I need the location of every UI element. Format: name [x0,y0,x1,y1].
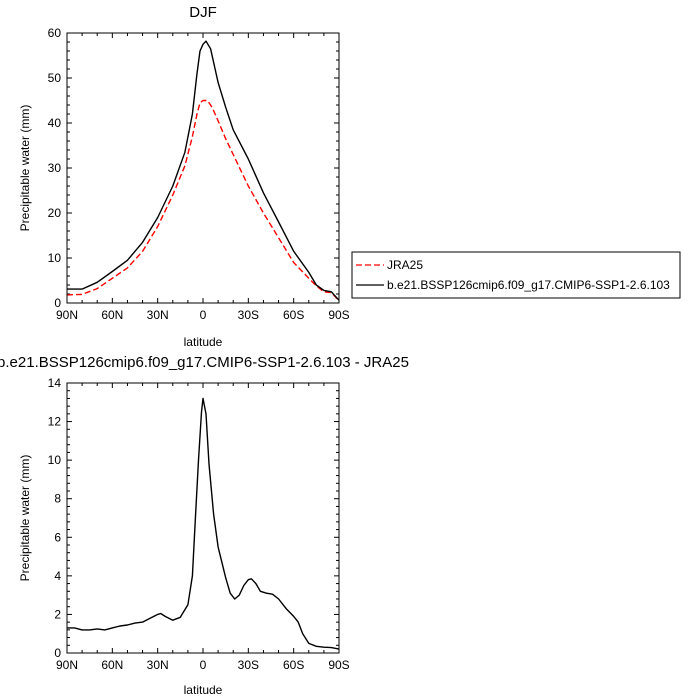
bottom-x-tick-label: 30N [147,658,169,672]
bottom-y-tick-label: 6 [54,530,61,544]
top-y-tick-label: 50 [48,71,62,85]
bottom-y-tick-label: 0 [54,646,61,660]
bottom-x-axis-label: latitude [184,683,223,697]
top-y-axis-label: Precipitable water (mm) [18,105,32,232]
bottom-y-tick-label: 2 [54,607,61,621]
top-panel: DJF Precipitable water (mm) latitude 90N… [18,4,350,349]
top-x-tick-label: 60S [283,308,304,322]
bottom-panel: b.e21.BSSP126cmip6.f09_g17.CMIP6-SSP1-2.… [0,354,409,697]
bottom-series-lines [67,397,340,650]
bottom-plot-frame [66,382,340,654]
bottom-x-tick-label: 90N [56,658,78,672]
top-x-tick-label: 90N [56,308,78,322]
bottom-x-tick-label: 0 [200,658,207,672]
top-series-line-1 [67,40,340,301]
bottom-y-tick-label: 10 [48,453,62,467]
top-x-tick-label: 30N [147,308,169,322]
top-y-tick-label: 20 [48,206,62,220]
top-series-lines [66,40,340,302]
bottom-series-line-0 [67,397,340,650]
top-y-tick-label: 40 [48,116,62,130]
top-x-tick-label: 0 [200,308,207,322]
bottom-y-tick-label: 14 [48,376,62,390]
top-axis-ticks: 90N 60N 30N 0 30S 60S 90S 0 10 20 30 40 50 60 [48,26,350,322]
bottom-y-axis-label: Precipitable water (mm) [18,455,32,582]
bottom-y-tick-label: 8 [54,492,61,506]
top-y-tick-label: 10 [48,251,62,265]
top-x-tick-label: 60N [101,308,123,322]
bottom-x-tick-label: 60N [101,658,123,672]
top-chart-title: DJF [189,4,217,21]
top-y-tick-label: 30 [48,161,62,175]
bottom-y-tick-label: 12 [48,415,62,429]
top-series-line-0 [66,99,340,302]
bottom-y-tick-label: 4 [54,569,61,583]
legend-label-model: b.e21.BSSP126cmip6.f09_g17.CMIP6-SSP1-2.… [387,278,670,292]
legend: JRA25 b.e21.BSSP126cmip6.f09_g17.CMIP6-S… [351,251,681,299]
bottom-axis-ticks: 90N 60N 30N 0 30S 60S 90S 0 2 4 6 8 10 12 14 [48,376,350,672]
legend-label-jra25: JRA25 [387,258,423,272]
top-plot-frame [66,32,340,304]
bottom-x-tick-label: 60S [283,658,304,672]
bottom-x-tick-label: 90S [328,658,349,672]
top-y-tick-label: 0 [54,296,61,310]
top-x-axis-label: latitude [184,335,223,349]
top-y-tick-label: 60 [48,26,62,40]
bottom-x-tick-label: 30S [238,658,259,672]
legend-box [351,251,681,299]
bottom-chart-title: b.e21.BSSP126cmip6.f09_g17.CMIP6-SSP1-2.… [0,354,409,371]
top-x-tick-label: 90S [328,308,349,322]
top-x-tick-label: 30S [238,308,259,322]
